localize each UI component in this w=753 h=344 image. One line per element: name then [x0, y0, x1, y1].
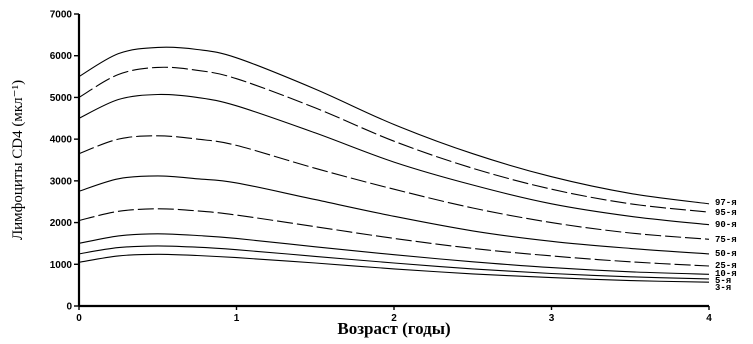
y-tick-label: 2000 — [50, 218, 73, 229]
series-label: 97-я — [715, 198, 737, 208]
x-tick-label: 4 — [706, 313, 712, 324]
x-axis-label: Возраст (годы) — [337, 319, 450, 338]
series-labels: 97-я95-я 90-я 75-я 50-я 25-я10-я5-я3-я — [715, 198, 737, 293]
series-label: 10-я — [715, 269, 737, 279]
series-label: 90-я — [715, 220, 737, 230]
x-tick-label: 0 — [76, 313, 82, 324]
y-tick-label: 0 — [66, 302, 72, 313]
series-line — [78, 66, 710, 213]
y-tick-label: 5000 — [50, 93, 73, 104]
series-line — [78, 245, 710, 280]
series-line — [78, 135, 710, 240]
series-label: 75-я — [715, 235, 737, 245]
series-line — [78, 46, 710, 205]
x-tick-label: 1 — [234, 313, 240, 324]
series-line — [78, 175, 710, 255]
x-tick-label: 2 — [391, 313, 397, 324]
y-tick-label: 1000 — [50, 260, 73, 271]
y-tick-label: 3000 — [50, 176, 73, 187]
y-tick-label: 6000 — [50, 51, 73, 62]
series-line — [78, 93, 710, 226]
series-label: 50-я — [715, 249, 737, 259]
series-line — [78, 208, 710, 267]
series-label: 95-я — [715, 208, 737, 218]
series-lines — [78, 46, 710, 283]
series-label: 25-я — [715, 261, 737, 271]
series-label: 3-я — [715, 283, 731, 293]
y-axis-ticks: 0 1000 2000 3000 4000 5000 6000 7000 — [50, 10, 79, 313]
y-tick-label: 7000 — [50, 10, 73, 21]
series-line — [78, 233, 710, 275]
x-tick-label: 3 — [549, 313, 555, 324]
y-tick-label: 4000 — [50, 135, 73, 146]
series-label: 5-я — [715, 276, 731, 286]
series-line — [78, 253, 710, 283]
y-axis-label: Лимфоциты CD4 (мкл⁻¹) — [10, 80, 26, 240]
